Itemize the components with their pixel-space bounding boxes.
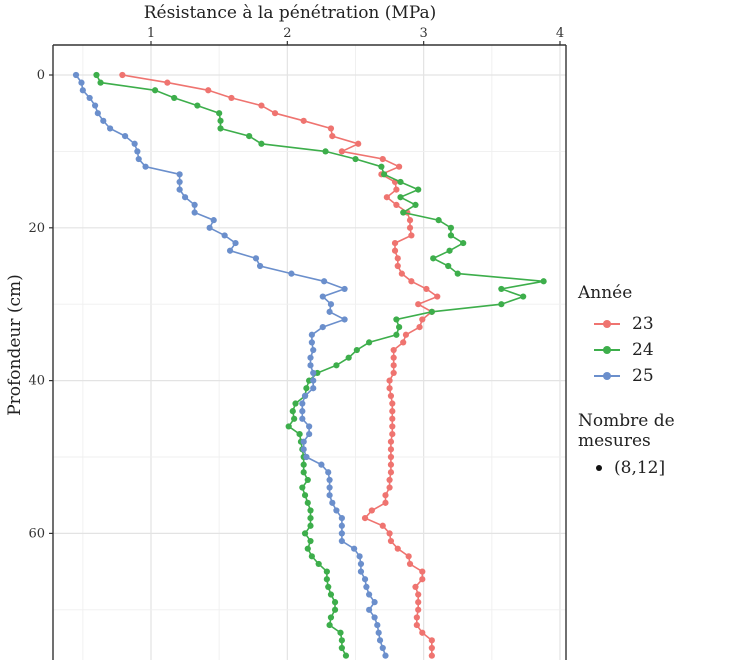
x-tick-label: 2 [283,26,291,41]
dot-icon [596,465,602,471]
size-legend-title: Nombre de mesures [578,411,675,451]
legend-item-25: 25 [592,363,747,389]
legend: Année 23 24 25 Nombre de mesures (8,12] [578,283,747,481]
series-layer [72,71,547,659]
legend-title: Année [578,283,633,303]
series-23 [119,71,441,659]
legend-key-icon [592,318,622,330]
legend-label: 24 [632,340,654,360]
size-legend-item: (8,12] [596,455,747,481]
x-tick-label: 1 [147,26,155,41]
y-tick-label: 0 [37,68,45,83]
legend-key-icon [592,370,622,382]
y-tick-label: 20 [28,221,45,236]
y-tick-label: 40 [28,374,45,389]
series-24 [93,71,547,659]
legend-item-23: 23 [592,311,747,337]
legend-item-24: 24 [592,337,747,363]
y-tick-label: 60 [28,526,45,541]
x-tick-label: 4 [556,26,564,41]
grid-lines [53,45,566,660]
legend-label: 25 [632,366,654,386]
x-tick-label: 3 [420,26,428,41]
size-legend-label: (8,12] [614,458,666,478]
legend-label: 23 [632,314,654,334]
x-axis-title: Résistance à la pénétration (MPa) [144,3,437,23]
series-25 [72,71,389,659]
legend-key-icon [592,344,622,356]
y-axis-title: Profondeur (cm) [5,274,25,416]
